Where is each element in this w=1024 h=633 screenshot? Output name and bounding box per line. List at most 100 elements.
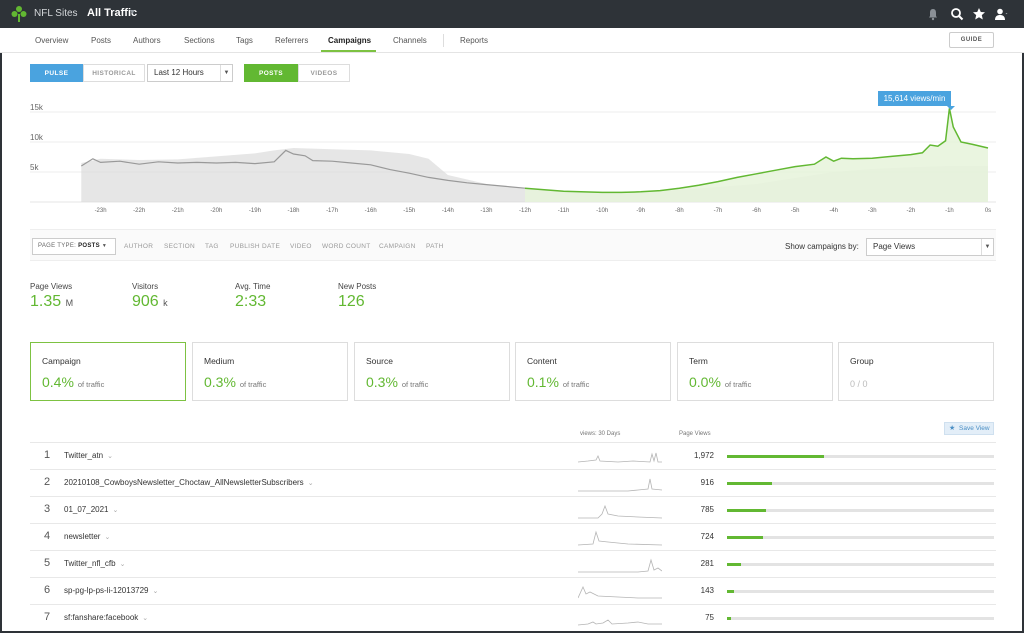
row-campaign-name[interactable]: Twitter_atn ⌄: [64, 451, 114, 460]
filter-video[interactable]: VIDEO: [290, 243, 312, 250]
guide-button[interactable]: GUIDE: [949, 32, 994, 48]
chevron-down-icon: ▼: [220, 65, 232, 81]
bell-icon[interactable]: [926, 7, 940, 21]
nav-overview[interactable]: Overview: [35, 36, 69, 45]
card-medium[interactable]: Medium 0.3% of traffic: [192, 342, 348, 401]
card-title: Campaign: [42, 356, 81, 366]
leaf-logo-icon[interactable]: [10, 5, 28, 23]
search-icon[interactable]: [950, 7, 964, 21]
chevron-down-icon[interactable]: ⌄: [107, 453, 114, 460]
y-tick-label: 15k: [30, 103, 44, 112]
traffic-selector[interactable]: All Traffic: [87, 7, 138, 19]
x-tick-label: -10h: [596, 208, 608, 214]
table-row[interactable]: 5 Twitter_nfl_cfb ⌄ 281: [30, 550, 996, 577]
row-sparkline: [578, 586, 662, 599]
nav-divider: [443, 34, 444, 47]
chevron-down-icon[interactable]: ▼: [129, 9, 136, 16]
x-tick-label: -8h: [675, 208, 684, 214]
filter-tag[interactable]: TAG: [205, 243, 219, 250]
nav-channels[interactable]: Channels: [393, 36, 427, 45]
table-row[interactable]: 3 01_07_2021 ⌄ 785: [30, 496, 996, 523]
x-tick-label: -22h: [133, 208, 145, 214]
page-type-select[interactable]: PAGE TYPE: POSTS ▼: [32, 238, 116, 255]
y-tick-label: 5k: [30, 163, 39, 172]
nav-tags[interactable]: Tags: [236, 36, 253, 45]
filter-publish-date[interactable]: PUBLISH DATE: [230, 243, 281, 250]
star-icon: ★: [949, 425, 956, 432]
row-page-views: 724: [700, 532, 714, 541]
card-value: 0.0% of traffic: [689, 374, 752, 390]
card-value: 0.3% of traffic: [204, 374, 267, 390]
nav-authors[interactable]: Authors: [133, 36, 161, 45]
stat-page-views-label: Page Views: [30, 282, 73, 291]
stat-visitors-value: 906 k: [132, 293, 168, 310]
row-rank: 3: [44, 503, 51, 515]
posts-button[interactable]: POSTS: [244, 64, 298, 82]
row-rank: 7: [44, 611, 51, 623]
chevron-down-icon[interactable]: ⌄: [307, 480, 314, 487]
row-page-views: 281: [700, 559, 714, 568]
nav-sections[interactable]: Sections: [184, 36, 215, 45]
star-icon[interactable]: [972, 7, 986, 21]
time-range-select[interactable]: Last 12 Hours ▼: [147, 64, 233, 82]
card-source[interactable]: Source 0.3% of traffic: [354, 342, 510, 401]
row-campaign-name[interactable]: Twitter_nfl_cfb ⌄: [64, 559, 126, 568]
pulse-button[interactable]: PULSE: [30, 64, 83, 82]
previous-12h-line: [80, 149, 526, 189]
show-by-select[interactable]: Page Views ▼: [866, 238, 994, 256]
row-sparkline: [578, 478, 662, 492]
x-tick-label: -3h: [868, 208, 877, 214]
traffic-chart[interactable]: 15k 10k 5k -23h -22h -21h -20h -19h -18h -17h -16h…: [30, 86, 996, 216]
row-campaign-name[interactable]: 01_07_2021 ⌄: [64, 505, 119, 514]
row-campaign-name[interactable]: 20210108_CowboysNewsletter_Choctaw_AllNe…: [64, 478, 314, 487]
nav-referrers[interactable]: Referrers: [275, 36, 309, 45]
chevron-down-icon[interactable]: ⌄: [112, 507, 119, 514]
site-name[interactable]: NFL Sites: [34, 8, 78, 19]
table-row[interactable]: 4 newsletter ⌄ 724: [30, 523, 996, 550]
nav-reports[interactable]: Reports: [460, 36, 489, 45]
row-campaign-name[interactable]: sp-pg-lp-ps-li-12013729 ⌄: [64, 586, 159, 595]
card-term[interactable]: Term 0.0% of traffic: [677, 342, 833, 401]
y-tick-label: 10k: [30, 133, 44, 142]
historical-button[interactable]: HISTORICAL: [83, 64, 145, 82]
filter-word-count[interactable]: WORD COUNT: [322, 243, 371, 250]
filter-author[interactable]: AUTHOR: [124, 243, 154, 250]
row-views-bar-fill: [727, 509, 766, 512]
row-page-views: 785: [700, 505, 714, 514]
time-range-value: Last 12 Hours: [154, 68, 204, 77]
card-title: Source: [366, 356, 393, 366]
card-content[interactable]: Content 0.1% of traffic: [515, 342, 671, 401]
row-campaign-name[interactable]: sf:fanshare:facebook ⌄: [64, 613, 149, 622]
videos-button[interactable]: VIDEOS: [298, 64, 350, 82]
row-views-bar: [727, 509, 994, 512]
row-views-bar-fill: [727, 563, 741, 566]
row-campaign-name[interactable]: newsletter ⌄: [64, 532, 111, 541]
card-value: 0.3% of traffic: [366, 374, 429, 390]
table-row[interactable]: 2 20210108_CowboysNewsletter_Choctaw_AllN…: [30, 469, 996, 496]
row-sparkline: [578, 619, 662, 626]
x-tick-label: 0s: [985, 208, 991, 214]
card-title: Group: [850, 356, 874, 366]
filter-path[interactable]: PATH: [426, 243, 444, 250]
chevron-down-icon[interactable]: ⌄: [152, 588, 159, 595]
nav-posts[interactable]: Posts: [91, 36, 112, 45]
row-page-views: 1,972: [693, 451, 714, 460]
card-title: Term: [689, 356, 708, 366]
nav-campaigns[interactable]: Campaigns: [328, 36, 372, 45]
col-header-page-views[interactable]: Page Views: [679, 431, 711, 437]
row-views-bar: [727, 590, 994, 593]
user-icon[interactable]: [994, 7, 1008, 21]
card-campaign[interactable]: Campaign 0.4% of traffic: [30, 342, 186, 401]
chevron-down-icon[interactable]: ⌄: [119, 561, 126, 568]
row-page-views: 75: [705, 613, 714, 622]
table-row[interactable]: 6 sp-pg-lp-ps-li-12013729 ⌄ 143: [30, 577, 996, 604]
filter-campaign[interactable]: CAMPAIGN: [379, 243, 416, 250]
table-row[interactable]: 7 sf:fanshare:facebook ⌄ 75: [30, 604, 996, 631]
save-view-button[interactable]: ★ Save View: [944, 422, 994, 435]
chevron-down-icon[interactable]: ⌄: [142, 615, 149, 622]
table-row[interactable]: 1 Twitter_atn ⌄ 1,972: [30, 442, 996, 469]
chevron-down-icon[interactable]: ⌄: [104, 534, 111, 541]
card-group[interactable]: Group 0 / 0: [838, 342, 994, 401]
filter-section[interactable]: SECTION: [164, 243, 195, 250]
